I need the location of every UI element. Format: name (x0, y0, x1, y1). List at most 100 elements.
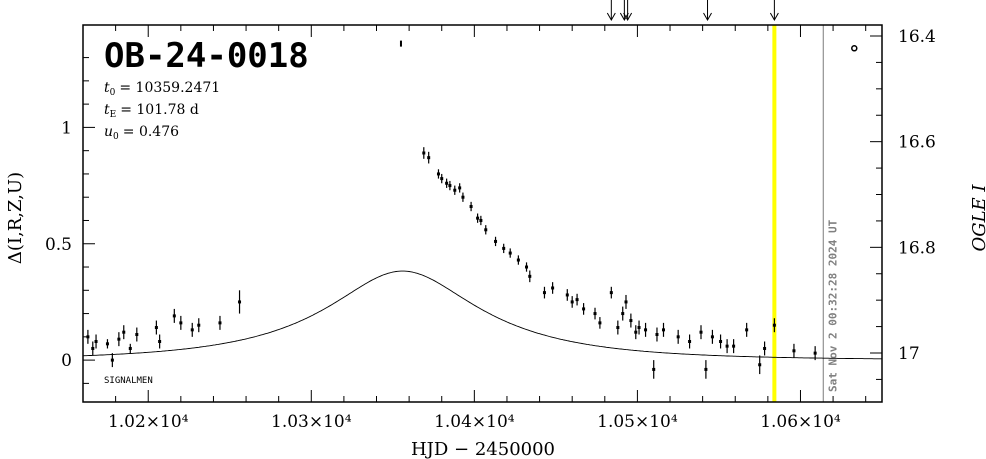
data-point (476, 213, 480, 223)
data-marker (110, 358, 114, 362)
data-marker (598, 321, 602, 325)
arrow-head (769, 12, 779, 22)
x-axis-label: HJD − 2450000 (411, 439, 555, 459)
data-marker (128, 346, 132, 350)
data-marker (792, 349, 796, 353)
data-marker (197, 323, 201, 327)
plot-frame (82, 24, 883, 403)
data-marker (616, 326, 620, 330)
data-marker (565, 293, 569, 297)
data-marker (676, 335, 680, 339)
x-tick-label: 1.06×10⁴ (760, 412, 841, 432)
data-marker (135, 333, 139, 337)
data-marker (508, 251, 512, 255)
data-marker (476, 216, 480, 220)
data-point (644, 322, 648, 337)
vertical-markers: Sat Nov 2 00:32:28 2024 UT (772, 25, 839, 402)
data-point (427, 151, 431, 164)
data-point (732, 339, 736, 354)
data-point (655, 327, 659, 342)
data-point (575, 293, 579, 306)
data-point (719, 334, 723, 349)
arrow-head (703, 12, 712, 22)
data-marker (570, 300, 574, 304)
data-marker (758, 363, 762, 367)
arrow-head (623, 12, 633, 22)
footer-label: SIGNALMEN (104, 376, 153, 386)
data-marker (453, 188, 457, 192)
data-point (122, 325, 126, 340)
data-point (652, 360, 656, 379)
data-marker (763, 346, 767, 350)
data-point (197, 318, 201, 333)
data-point (105, 339, 109, 349)
data-marker (479, 218, 483, 222)
data-point (704, 360, 708, 379)
data-point (135, 327, 139, 342)
data-point (502, 243, 506, 254)
data-point (661, 322, 665, 337)
data-point (676, 329, 680, 344)
data-point (448, 180, 452, 191)
data-point (629, 313, 633, 328)
data-marker (634, 330, 638, 334)
data-point (528, 270, 532, 283)
data-point (494, 236, 498, 247)
data-marker (582, 307, 586, 311)
data-marker (448, 184, 452, 188)
data-point (593, 307, 597, 320)
data-marker (440, 177, 444, 181)
data-point (479, 215, 483, 226)
data-marker (117, 337, 121, 341)
data-marker (469, 205, 473, 209)
data-marker (704, 367, 708, 371)
data-marker (575, 298, 579, 302)
data-marker (218, 321, 222, 325)
y-tick-label-right: 16.6 (898, 133, 936, 153)
data-marker (542, 291, 546, 295)
data-marker (502, 246, 506, 250)
data-point (128, 343, 132, 354)
data-point (699, 325, 703, 340)
data-point (91, 341, 95, 356)
data-point (461, 192, 465, 202)
data-marker (688, 339, 692, 343)
event-arrow (769, 0, 779, 22)
data-point (621, 306, 625, 321)
data-point (172, 308, 176, 323)
data-point (758, 355, 762, 375)
param-u0: u0 = 0.476 (104, 124, 179, 142)
data-marker (445, 181, 449, 185)
data-marker (94, 339, 98, 343)
y-axis-label-left: Δ(I,R,Z,U) (5, 172, 26, 264)
x-tick-label: 1.03×10⁴ (271, 412, 352, 432)
y-tick-label-right: 16.4 (898, 27, 936, 47)
data-point (469, 201, 473, 212)
data-points (86, 40, 858, 379)
axes (82, 0, 883, 403)
data-point (516, 255, 520, 265)
data-point (565, 289, 569, 301)
data-point (763, 341, 767, 356)
data-point (422, 147, 426, 159)
x-tick-label: 1.05×10⁴ (597, 412, 678, 432)
data-marker (172, 314, 176, 318)
y-tick-label-left: 1 (61, 118, 72, 138)
data-marker (745, 328, 749, 332)
data-marker (644, 328, 648, 332)
data-point (525, 262, 529, 272)
now-date-label: Sat Nov 2 00:32:28 2024 UT (826, 219, 839, 392)
data-point (238, 290, 242, 314)
data-marker (525, 265, 529, 269)
data-marker (719, 339, 723, 343)
data-marker (699, 330, 703, 334)
y-axis-label-right: OGLE I (969, 184, 986, 252)
data-marker (238, 300, 242, 304)
model-curve (82, 270, 882, 360)
data-point (458, 183, 462, 193)
data-marker (621, 312, 625, 316)
data-marker (422, 151, 426, 155)
data-point (813, 346, 817, 361)
data-marker (813, 351, 817, 355)
